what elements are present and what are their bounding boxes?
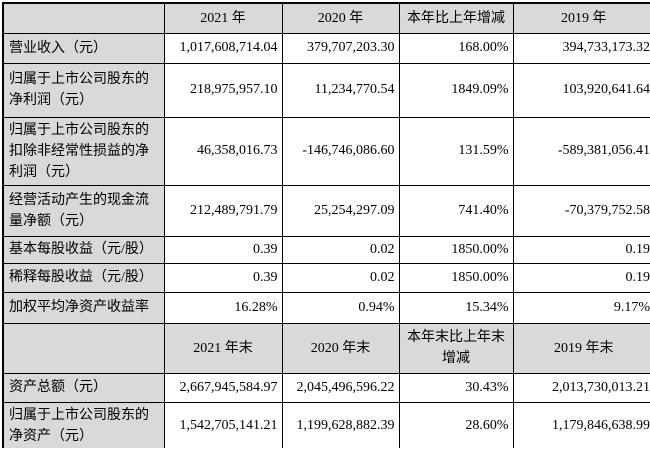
table-header-row-annual: 2021 年 2020 年 本年比上年增减 2019 年 <box>2 2 650 34</box>
row-label: 归属于上市公司股东的净资产（元） <box>2 401 165 448</box>
cell-value-2021: 0.39 <box>163 262 283 293</box>
cell-value-2019: -589,381,056.41 <box>512 116 650 186</box>
cell-value-2019: 9.17% <box>512 291 650 324</box>
table-row-revenue: 营业收入（元） 1,017,608,714.04 379,707,203.30 … <box>2 32 650 64</box>
table-row-net-assets: 归属于上市公司股东的净资产（元） 1,542,705,141.21 1,199,… <box>2 401 650 448</box>
header-2020-year-end: 2020 年末 <box>281 322 400 374</box>
cell-value-change: 28.60% <box>398 401 514 448</box>
cell-value-2020: -146,746,086.60 <box>281 116 400 186</box>
header-2021-year-end: 2021 年末 <box>163 322 283 374</box>
cell-value-change: 741.40% <box>398 184 514 237</box>
cell-value-2021: 0.39 <box>163 235 283 264</box>
row-label: 经营活动产生的现金流量净额（元） <box>2 184 165 237</box>
cell-value-change: 1850.00% <box>398 262 514 293</box>
row-label: 稀释每股收益（元/股） <box>2 262 165 293</box>
cell-value-2020: 1,199,628,882.39 <box>281 401 400 448</box>
table-row-operating-cash-flow: 经营活动产生的现金流量净额（元） 212,489,791.79 25,254,2… <box>2 184 650 237</box>
cell-value-2020: 25,254,297.09 <box>281 184 400 237</box>
table-row-total-assets: 资产总额（元） 2,667,945,584.97 2,045,496,596.2… <box>2 372 650 403</box>
table-row-weighted-avg-roe: 加权平均净资产收益率 16.28% 0.94% 15.34% 9.17% <box>2 291 650 324</box>
cell-value-2021: 1,017,608,714.04 <box>163 32 283 64</box>
cell-value-2019: 0.19 <box>512 262 650 293</box>
row-label: 营业收入（元） <box>2 32 165 64</box>
header-year-end-change: 本年末比上年末增减 <box>398 322 514 374</box>
table-header-row-year-end: 2021 年末 2020 年末 本年末比上年末增减 2019 年末 <box>2 322 650 374</box>
header-blank-cell <box>2 2 165 34</box>
cell-value-2019: 103,920,641.64 <box>512 62 650 118</box>
header-2021: 2021 年 <box>163 2 283 34</box>
cell-value-2021: 16.28% <box>163 291 283 324</box>
cell-value-2019: 394,733,173.32 <box>512 32 650 64</box>
cell-value-change: 1850.00% <box>398 235 514 264</box>
cell-value-change: 131.59% <box>398 116 514 186</box>
cell-value-2021: 218,975,957.10 <box>163 62 283 118</box>
cell-value-change: 30.43% <box>398 372 514 403</box>
table-row-basic-eps: 基本每股收益（元/股） 0.39 0.02 1850.00% 0.19 <box>2 235 650 264</box>
row-label: 基本每股收益（元/股） <box>2 235 165 264</box>
row-label: 归属于上市公司股东的净利润（元） <box>2 62 165 118</box>
cell-value-2020: 379,707,203.30 <box>281 32 400 64</box>
cell-value-2021: 212,489,791.79 <box>163 184 283 237</box>
cell-value-2020: 11,234,770.54 <box>281 62 400 118</box>
header-2019: 2019 年 <box>512 2 650 34</box>
cell-value-change: 15.34% <box>398 291 514 324</box>
cell-value-change: 1849.09% <box>398 62 514 118</box>
header-2019-year-end: 2019 年末 <box>512 322 650 374</box>
cell-value-2020: 0.02 <box>281 235 400 264</box>
header-blank-cell <box>2 322 165 374</box>
table-row-net-profit-excl-nonrecurring: 归属于上市公司股东的扣除非经常性损益的净利润（元） 46,358,016.73 … <box>2 116 650 186</box>
cell-value-2019: 0.19 <box>512 235 650 264</box>
cell-value-2019: 1,179,846,638.99 <box>512 401 650 448</box>
row-label: 加权平均净资产收益率 <box>2 291 165 324</box>
cell-value-2021: 1,542,705,141.21 <box>163 401 283 448</box>
cell-value-2019: 2,013,730,013.21 <box>512 372 650 403</box>
cell-value-2019: -70,379,752.58 <box>512 184 650 237</box>
cell-value-2021: 2,667,945,584.97 <box>163 372 283 403</box>
row-label: 归属于上市公司股东的扣除非经常性损益的净利润（元） <box>2 116 165 186</box>
header-2020: 2020 年 <box>281 2 400 34</box>
row-label: 资产总额（元） <box>2 372 165 403</box>
header-yoy-change: 本年比上年增减 <box>398 2 514 34</box>
cell-value-2020: 2,045,496,596.22 <box>281 372 400 403</box>
cell-value-2021: 46,358,016.73 <box>163 116 283 186</box>
table-row-net-profit: 归属于上市公司股东的净利润（元） 218,975,957.10 11,234,7… <box>2 62 650 118</box>
table-row-diluted-eps: 稀释每股收益（元/股） 0.39 0.02 1850.00% 0.19 <box>2 262 650 293</box>
cell-value-2020: 0.02 <box>281 262 400 293</box>
cell-value-change: 168.00% <box>398 32 514 64</box>
cell-value-2020: 0.94% <box>281 291 400 324</box>
